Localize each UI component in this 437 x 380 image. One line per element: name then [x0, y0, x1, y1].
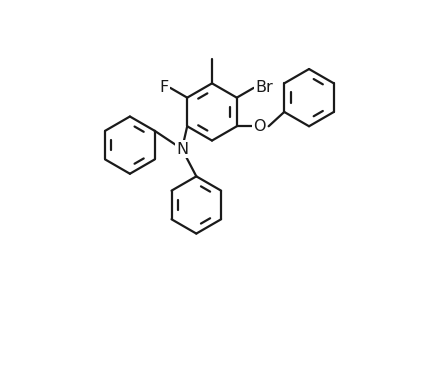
Text: F: F — [159, 81, 168, 95]
Text: O: O — [253, 119, 266, 134]
Text: Br: Br — [256, 81, 274, 95]
Text: N: N — [176, 141, 188, 157]
